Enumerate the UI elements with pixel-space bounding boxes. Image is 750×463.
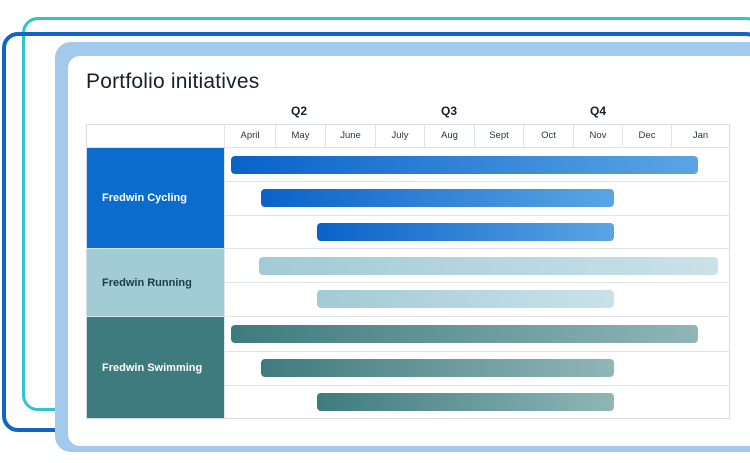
quarter-label-q2: Q2 <box>290 104 307 118</box>
month-header-aug: Aug <box>441 130 458 141</box>
month-header-nov: Nov <box>589 130 607 141</box>
quarter-label-q3: Q3 <box>440 104 457 118</box>
group-swimming[interactable]: Fredwin Swimming <box>87 317 224 418</box>
grid-line <box>224 351 730 352</box>
timeline-bar[interactable] <box>231 156 698 174</box>
grid-line <box>622 124 623 147</box>
month-header-dec: Dec <box>638 130 656 141</box>
grid-line <box>86 316 730 317</box>
grid-line <box>424 124 425 147</box>
grid-line <box>86 147 730 148</box>
month-header-may: May <box>291 130 310 141</box>
grid-line <box>671 124 672 147</box>
month-header-july: July <box>391 130 409 141</box>
timeline-bar[interactable] <box>261 189 614 207</box>
grid-line <box>275 124 276 147</box>
month-header-jan: Jan <box>692 130 709 141</box>
month-header-june: June <box>340 130 361 141</box>
grid-line <box>224 385 730 386</box>
timeline-bar[interactable] <box>317 223 614 241</box>
timeline-bar[interactable] <box>317 393 614 411</box>
grid-line <box>224 215 730 216</box>
month-header-sept: Sept <box>489 130 509 141</box>
month-header-april: April <box>240 130 260 141</box>
group-cycling[interactable]: Fredwin Cycling <box>87 148 224 248</box>
timeline-grid <box>86 124 730 419</box>
grid-line <box>224 124 225 419</box>
timeline-bar[interactable] <box>259 257 718 275</box>
timeline-bar[interactable] <box>261 359 614 377</box>
group-label: Fredwin Cycling <box>102 192 187 204</box>
group-running[interactable]: Fredwin Running <box>87 249 224 316</box>
grid-line <box>474 124 475 147</box>
quarter-label-q4: Q4 <box>589 104 606 118</box>
grid-line <box>573 124 574 147</box>
grid-line <box>523 124 524 147</box>
group-label: Fredwin Running <box>102 276 192 289</box>
timeline-bar[interactable] <box>231 325 698 343</box>
grid-line <box>224 282 730 283</box>
group-label: Fredwin Swimming <box>102 361 203 374</box>
grid-line <box>224 181 730 182</box>
grid-line <box>375 124 376 147</box>
grid-line <box>86 248 730 249</box>
page-title: Portfolio initiatives <box>86 70 260 93</box>
month-header-oct: Oct <box>541 130 556 141</box>
timeline-bar[interactable] <box>317 290 614 308</box>
grid-line <box>325 124 326 147</box>
